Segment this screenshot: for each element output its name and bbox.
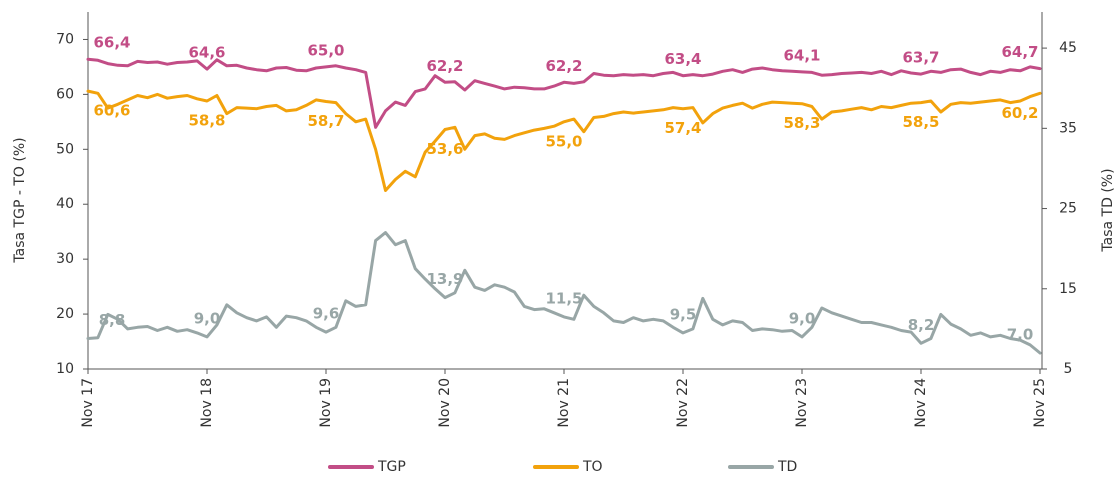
data-label: 9,5 <box>670 305 697 323</box>
data-label: 9,0 <box>789 309 816 327</box>
data-label: 60,6 <box>93 102 130 120</box>
data-label: 66,4 <box>93 34 130 52</box>
y2-tick-label: 25 <box>1059 201 1077 217</box>
x-tick-label: Nov 21 <box>556 378 572 428</box>
legend-label: TD <box>777 459 797 475</box>
x-tick-label: Nov 18 <box>199 378 215 428</box>
y-tick-label: 30 <box>56 251 74 267</box>
data-label: 7,0 <box>1007 325 1034 343</box>
data-label: 9,6 <box>313 305 340 323</box>
data-label: 58,8 <box>188 111 225 129</box>
y2-tick-label: 45 <box>1059 40 1077 56</box>
data-label: 58,5 <box>902 113 939 131</box>
data-label: 8,2 <box>908 316 935 334</box>
x-tick-label: Nov 25 <box>1032 378 1048 428</box>
x-tick-label: Nov 24 <box>913 378 929 428</box>
data-label: 57,4 <box>664 119 701 137</box>
data-label: 11,5 <box>545 289 582 307</box>
data-label: 64,6 <box>188 44 225 62</box>
y2-tick-label: 35 <box>1059 120 1077 136</box>
data-label: 55,0 <box>545 132 582 150</box>
y-tick-label: 10 <box>56 361 74 377</box>
data-label: 64,7 <box>1001 43 1038 61</box>
data-label: 65,0 <box>307 41 344 59</box>
y-tick-label: 50 <box>56 141 74 157</box>
data-label: 63,7 <box>902 49 939 67</box>
series-line <box>86 89 1042 192</box>
y2-tick-label: 5 <box>1064 361 1073 377</box>
y-tick-label: 40 <box>56 196 74 212</box>
data-label: 62,2 <box>426 57 463 75</box>
data-label: 9,0 <box>194 309 221 327</box>
data-label: 58,3 <box>783 114 820 132</box>
legend-label: TGP <box>377 459 406 475</box>
x-tick-label: Nov 20 <box>437 378 453 428</box>
data-label: 60,2 <box>1001 104 1038 122</box>
data-label: 63,4 <box>664 50 701 68</box>
legend-label: TO <box>582 459 603 475</box>
x-tick-label: Nov 23 <box>794 378 810 428</box>
series-line <box>86 231 1042 355</box>
x-tick-label: Nov 22 <box>675 378 691 428</box>
data-label: 62,2 <box>545 57 582 75</box>
y2-tick-label: 15 <box>1059 281 1077 297</box>
x-tick-label: Nov 19 <box>318 378 334 428</box>
series-line <box>86 57 1042 129</box>
y-axis-title: Tasa TGP - TO (%) <box>12 137 28 263</box>
data-label: 64,1 <box>783 46 820 64</box>
data-label: 13,9 <box>426 270 463 288</box>
data-label: 53,6 <box>426 140 463 158</box>
y-tick-label: 20 <box>56 306 74 322</box>
data-label: 8,8 <box>99 311 126 329</box>
y2-axis-title: Tasa TD (%) <box>1100 168 1116 252</box>
data-label: 58,7 <box>307 112 344 130</box>
x-tick-label: Nov 17 <box>80 378 96 428</box>
y-tick-label: 60 <box>56 86 74 102</box>
y-tick-label: 70 <box>56 31 74 47</box>
